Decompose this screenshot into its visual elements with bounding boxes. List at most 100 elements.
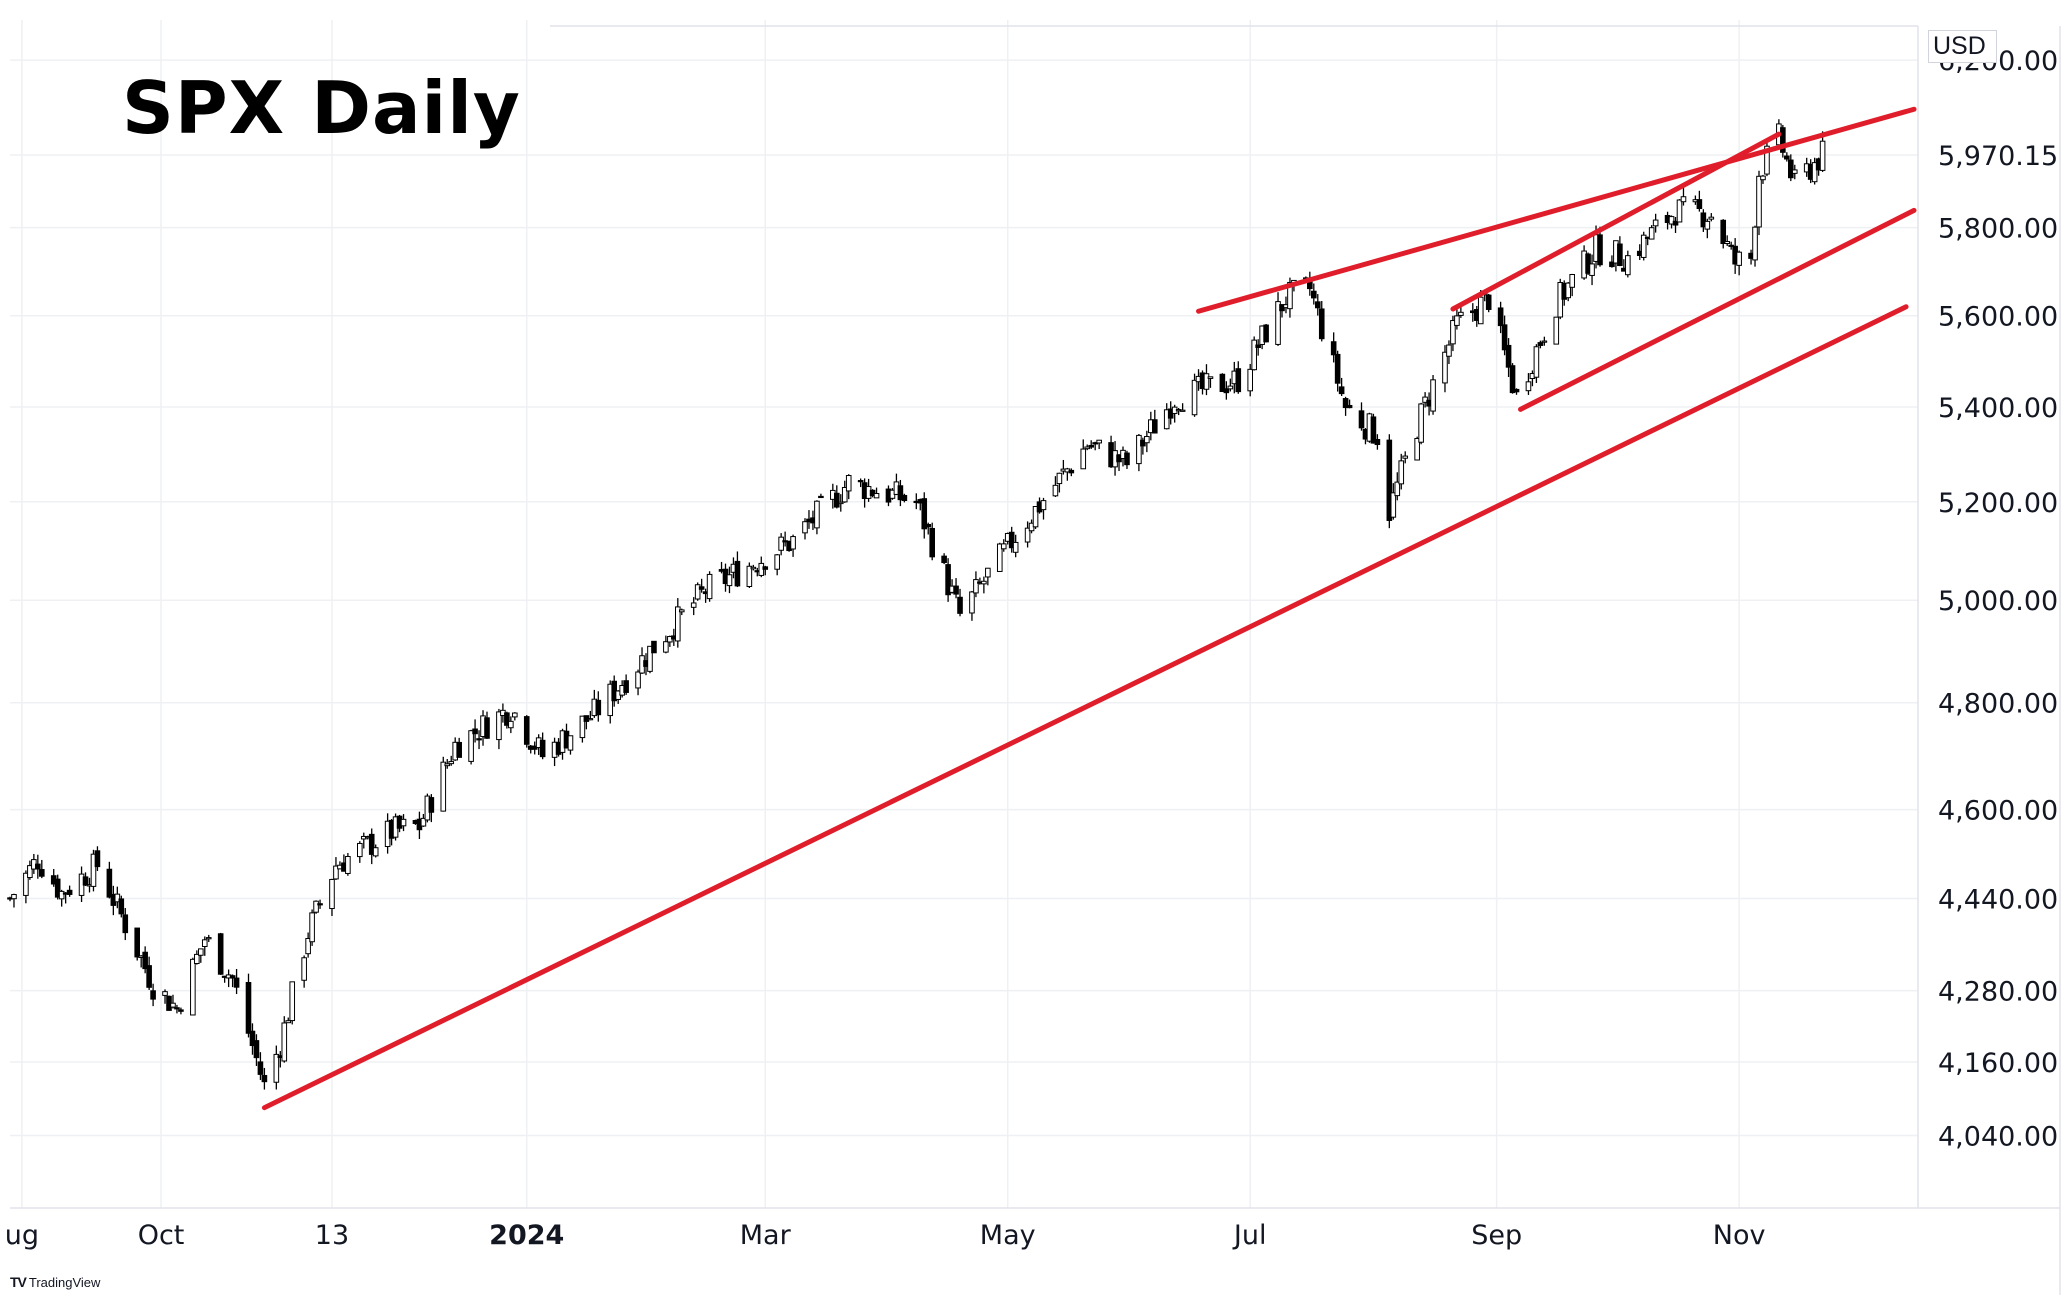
candle-body [1314, 301, 1321, 309]
tradingview-brand[interactable]: TV TradingView [10, 1274, 100, 1290]
candle-body [1000, 543, 1007, 550]
candle-body [996, 543, 1003, 572]
candle-body [1024, 527, 1031, 543]
candle-body [623, 680, 629, 693]
candle-body [1720, 219, 1727, 245]
candle-body [39, 869, 45, 877]
candle-body [309, 912, 315, 943]
candle-body [162, 991, 168, 996]
candle-body [198, 948, 204, 956]
candle-body [82, 876, 89, 886]
candle-body [345, 855, 351, 874]
candle-body [1235, 368, 1242, 393]
candle-body [1052, 484, 1059, 497]
candle-body [1724, 241, 1731, 244]
candle-body [261, 1074, 268, 1083]
candle-body [1609, 261, 1615, 268]
brand-name: TradingView [28, 1274, 101, 1290]
candle-body [194, 953, 200, 965]
candle-body [357, 842, 363, 858]
y-tick-label: 5,600.00 [1938, 302, 2058, 333]
candle-body [675, 606, 681, 642]
candle-body [869, 489, 876, 497]
candle-body [301, 957, 307, 981]
candle-body [1450, 320, 1456, 345]
x-tick-label: 13 [315, 1220, 349, 1251]
candle-body [273, 1053, 280, 1083]
x-tick-label: Nov [1713, 1220, 1766, 1251]
candle-body [201, 939, 208, 947]
candle-body [778, 536, 784, 551]
candles [7, 119, 1826, 1090]
candle-body [750, 566, 757, 570]
candle-body [253, 1040, 260, 1059]
candle-body [94, 850, 101, 868]
candle-body [663, 641, 669, 653]
candle-body [941, 555, 947, 564]
candle-body [1625, 255, 1631, 276]
candle-body [953, 585, 959, 595]
candle-body [1207, 376, 1214, 379]
candle-body [1780, 127, 1786, 153]
candle-body [523, 716, 530, 745]
candle-body [857, 480, 864, 483]
candle-body [54, 878, 61, 898]
candle-body [1338, 386, 1345, 395]
candle-body [1144, 436, 1150, 444]
candle-body [579, 715, 586, 739]
candle-body [1752, 226, 1758, 261]
candle-body [762, 566, 769, 570]
candle-body [472, 728, 478, 735]
candle-body [1219, 373, 1226, 393]
candle-body [1191, 379, 1198, 416]
candle-body [444, 763, 451, 767]
candle-body [11, 894, 17, 900]
candle-body [1541, 340, 1548, 343]
candle-body [567, 735, 574, 751]
candle-body [1736, 251, 1742, 266]
candle-body [1084, 446, 1091, 450]
candle-body [178, 1009, 184, 1012]
candle-body [134, 927, 140, 958]
candle-body [694, 584, 701, 600]
candle-body [1458, 311, 1464, 316]
candle-body [1136, 434, 1142, 465]
candle-body [1589, 263, 1595, 276]
candle-body [496, 711, 502, 741]
candle-body [635, 671, 641, 689]
candle-body [174, 1007, 180, 1010]
candle-body [1227, 385, 1234, 390]
candle-body [249, 1030, 256, 1047]
candle-body [289, 981, 296, 1022]
candle-body [233, 977, 240, 988]
candle-body [1068, 469, 1075, 474]
candle-body [205, 937, 212, 940]
candle-body [58, 890, 65, 900]
candle-body [1700, 212, 1707, 228]
currency-label[interactable]: USD [1928, 30, 1997, 63]
candle-body [229, 975, 236, 979]
y-tick-label: 4,800.00 [1938, 689, 2058, 720]
y-tick-label: 4,280.00 [1938, 977, 2058, 1008]
candle-body [146, 965, 152, 988]
candle-body [1418, 403, 1424, 443]
candle-body [1569, 273, 1575, 288]
candle-body [1533, 346, 1540, 378]
candle-body [1672, 220, 1679, 226]
candle-body [802, 521, 808, 534]
candle-body [1275, 301, 1281, 345]
candle-body [1811, 162, 1818, 183]
candle-body [1756, 175, 1762, 228]
candle-body [217, 933, 224, 975]
candle-body [651, 640, 657, 654]
candle-body [837, 501, 844, 505]
candle-body [1163, 409, 1170, 430]
candle-body [1501, 324, 1508, 351]
candle-body [1334, 353, 1341, 384]
candle-body [726, 574, 733, 587]
candle-body [1553, 316, 1560, 345]
candle-body [1330, 341, 1337, 356]
candle-body [484, 717, 490, 739]
candle-body [1346, 404, 1353, 409]
